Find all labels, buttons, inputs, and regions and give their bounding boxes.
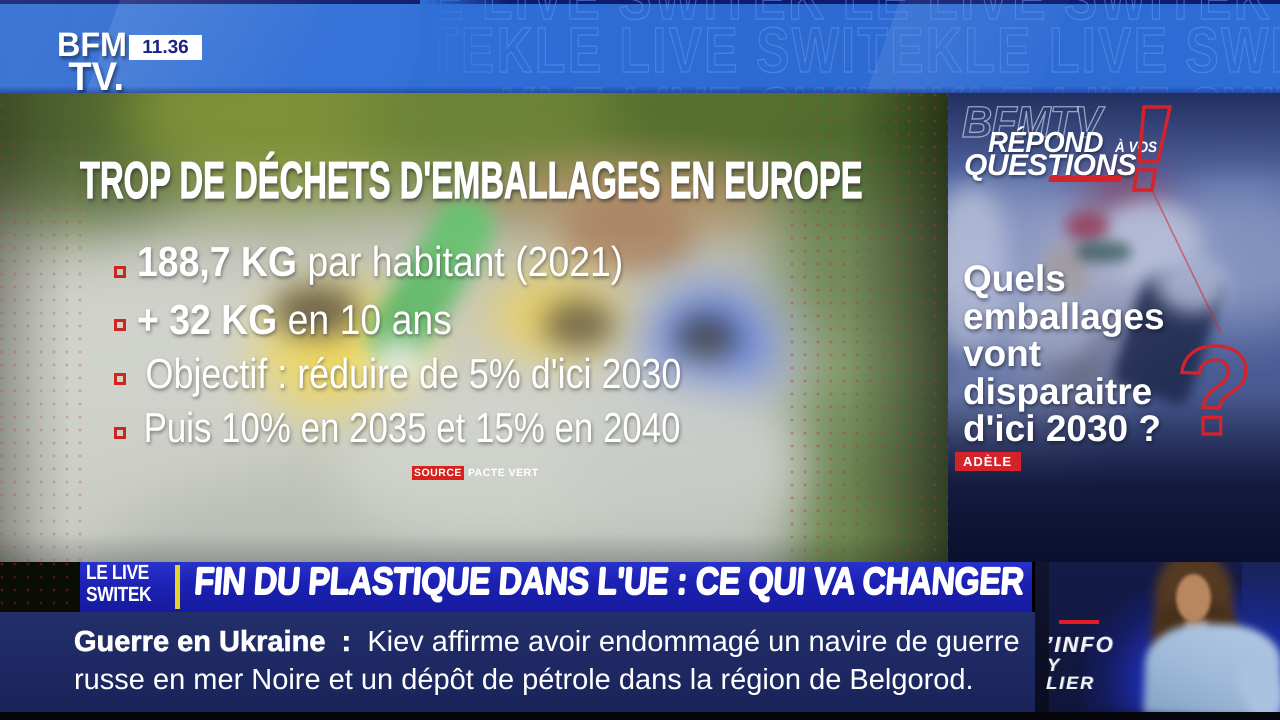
svg-text:?: ?: [1176, 320, 1253, 461]
